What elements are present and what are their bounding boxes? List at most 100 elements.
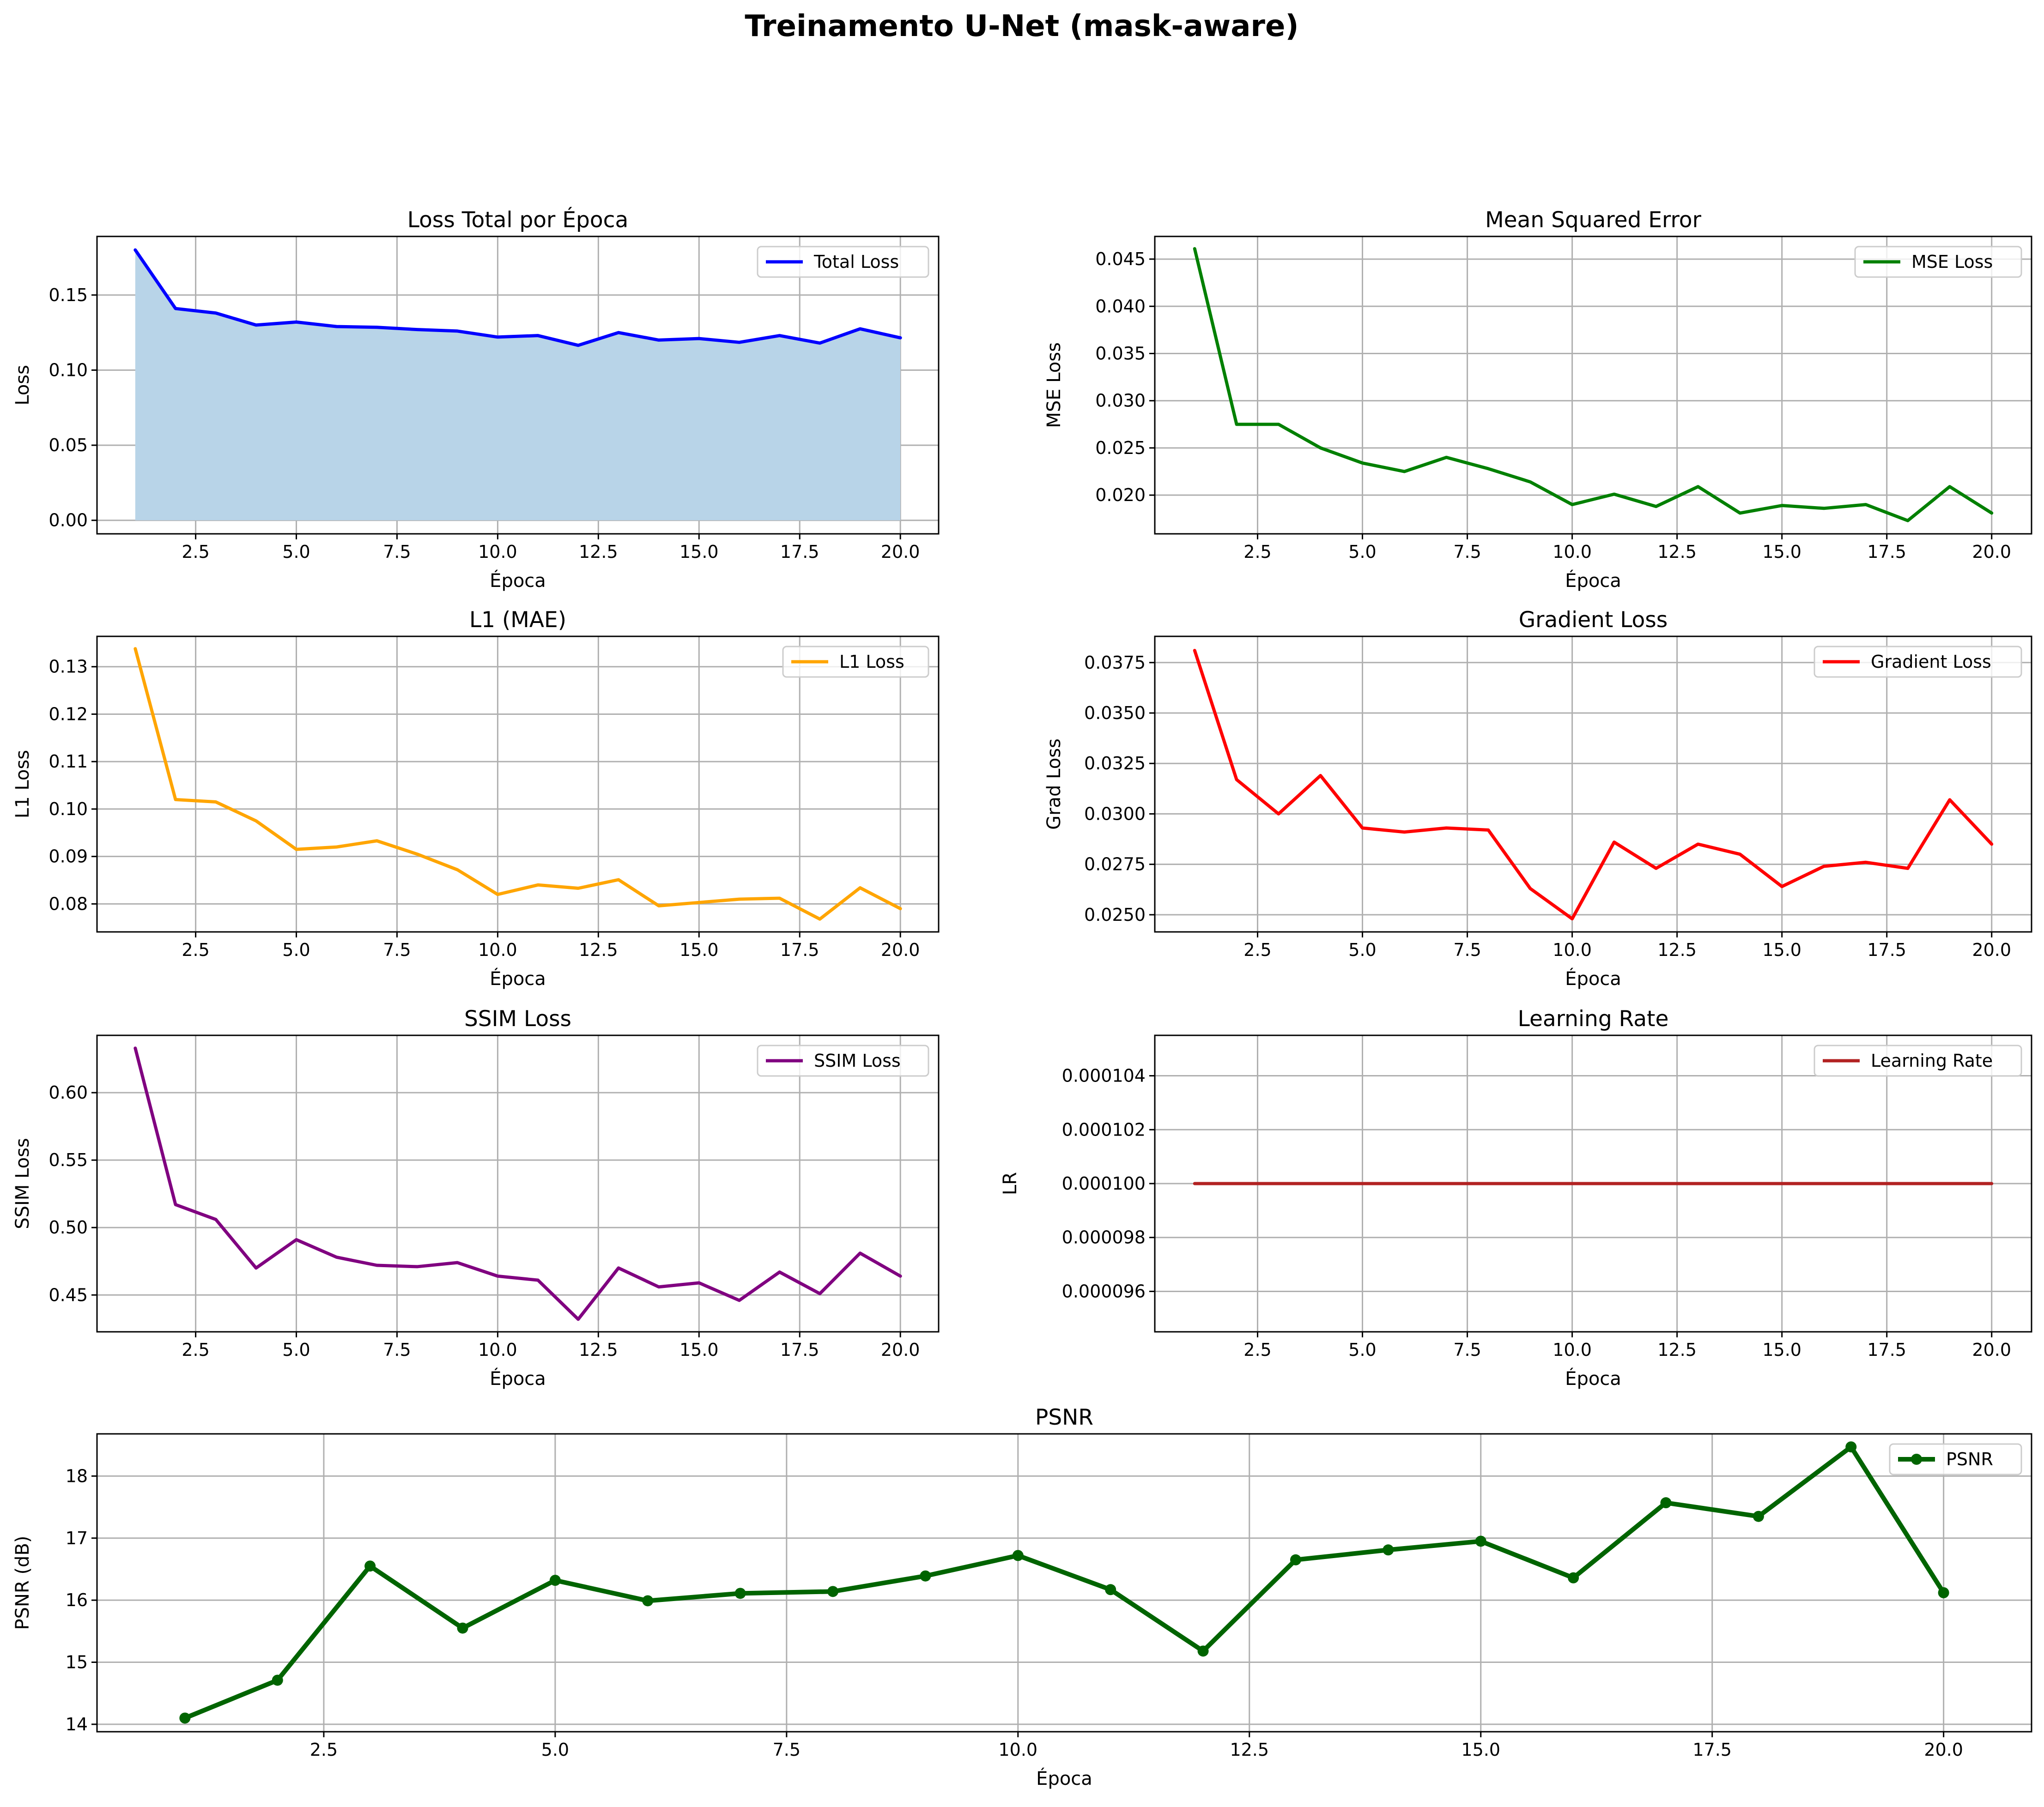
x-tick-label: 17.5	[1867, 542, 1906, 562]
x-tick-label: 2.5	[1243, 542, 1271, 562]
y-tick-label: 0.000100	[1062, 1173, 1146, 1194]
axes-frame	[96, 1433, 2032, 1733]
x-tick-label: 17.5	[1867, 940, 1906, 960]
subplot-title: Learning Rate	[1518, 1006, 1669, 1032]
figure-suptitle: Treinamento U-Net (mask-aware)	[745, 9, 1298, 43]
x-tick-label: 2.5	[182, 940, 209, 960]
subplot-title: Loss Total por Época	[407, 207, 629, 233]
x-tick-label: 7.5	[383, 940, 411, 960]
y-tick-label: 0.00	[49, 510, 88, 531]
y-tick-label: 0.025	[1095, 438, 1146, 458]
series-line	[182, 1444, 1946, 1721]
x-axis-label: Época	[1565, 967, 1621, 990]
legend-label: Total Loss	[813, 252, 899, 272]
legend-label: L1 Loss	[839, 652, 904, 672]
legend-marker	[1911, 1454, 1922, 1465]
y-axis-label: L1 Loss	[12, 750, 33, 818]
y-tick-label: 0.55	[49, 1150, 88, 1170]
x-tick-label: 2.5	[182, 542, 209, 562]
x-tick-label: 12.5	[579, 940, 618, 960]
data-point	[734, 1588, 746, 1599]
series-line	[1193, 247, 1994, 522]
subplot-title: L1 (MAE)	[469, 607, 566, 633]
subplot-l1: 2.5 5.0 7.5 10.0 12.5 15.0 17.5 20.0 0.08 0.09 0.1…	[12, 607, 940, 990]
y-tick-label: 0.13	[49, 657, 88, 677]
y-tick-label: 16	[66, 1590, 88, 1610]
x-axis-label: Época	[1036, 1767, 1092, 1789]
subplot-total: 2.5 5.0 7.5 10.0 12.5 15.0 17.5 20.0 0.00 0.05 0.1…	[12, 207, 940, 592]
data-point	[272, 1674, 283, 1686]
legend-box	[1814, 1045, 2022, 1077]
data-point	[549, 1575, 561, 1586]
x-tick-label: 15.0	[1762, 542, 1801, 562]
x-tick-label: 2.5	[1243, 1340, 1271, 1360]
x-tick-label: 15.0	[1762, 940, 1801, 960]
series-line	[133, 647, 902, 921]
legend-box	[757, 1045, 929, 1077]
x-tick-label: 12.5	[1657, 1340, 1697, 1360]
y-tick-label: 0.12	[49, 704, 88, 724]
x-tick-label: 15.0	[1762, 1340, 1801, 1360]
subplot-psnr: 2.5 5.0 7.5 10.0 12.5 15.0 17.5 20.0 14 15 16 17 18 P…	[12, 1405, 2032, 1789]
x-tick-label: 17.5	[1867, 1340, 1906, 1360]
data-point	[1012, 1550, 1024, 1561]
y-tick-label: 0.11	[49, 751, 88, 772]
series-line	[133, 248, 902, 347]
data-point	[1105, 1584, 1116, 1595]
x-axis-label: Época	[490, 1367, 546, 1390]
y-tick-label: 0.15	[49, 285, 88, 305]
data-point	[457, 1622, 468, 1634]
y-tick-label: 0.035	[1095, 344, 1146, 364]
y-axis-label: Grad Loss	[1043, 738, 1065, 830]
legend-box	[757, 246, 929, 278]
x-tick-label: 12.5	[579, 542, 618, 562]
x-tick-label: 5.0	[1348, 1340, 1376, 1360]
axes-frame	[96, 236, 940, 535]
axes-frame	[1154, 635, 2032, 933]
x-tick-label: 20.0	[881, 542, 920, 562]
data-point	[1197, 1645, 1209, 1657]
subplots: 2.5 5.0 7.5 10.0 12.5 15.0 17.5 20.0 0.00 0.05 0.1…	[12, 207, 2032, 1789]
axes-frame	[1154, 236, 2032, 535]
x-tick-label: 15.0	[679, 1340, 719, 1360]
x-tick-label: 2.5	[310, 1740, 338, 1760]
x-tick-label: 10.0	[999, 1740, 1038, 1760]
axes-frame	[96, 1034, 940, 1333]
y-axis-label: LR	[1000, 1172, 1021, 1195]
y-axis-label: PSNR (dB)	[12, 1536, 33, 1630]
data-point	[1845, 1441, 1857, 1453]
y-tick-label: 18	[66, 1466, 88, 1486]
x-tick-label: 7.5	[383, 542, 411, 562]
x-tick-label: 7.5	[1453, 1340, 1481, 1360]
x-tick-label: 5.0	[282, 1340, 310, 1360]
y-tick-label: 0.030	[1095, 391, 1146, 411]
x-tick-label: 7.5	[1453, 542, 1481, 562]
subplot-title: Mean Squared Error	[1485, 207, 1701, 233]
x-tick-label: 15.0	[1461, 1740, 1500, 1760]
x-axis-label: Época	[1565, 1367, 1621, 1390]
x-tick-label: 17.5	[780, 1340, 819, 1360]
legend-box	[782, 646, 929, 678]
x-tick-label: 10.0	[1553, 542, 1592, 562]
data-point	[1660, 1497, 1672, 1509]
y-tick-label: 0.09	[49, 846, 88, 867]
legend-box	[1889, 1443, 2022, 1475]
y-tick-label: 17	[66, 1528, 88, 1548]
y-tick-label: 0.0300	[1084, 804, 1146, 824]
legend: PSNR	[1889, 1443, 2022, 1475]
y-tick-label: 0.000098	[1062, 1227, 1146, 1248]
x-tick-label: 5.0	[282, 940, 310, 960]
x-tick-label: 20.0	[1972, 542, 2011, 562]
y-axis-label: MSE Loss	[1043, 342, 1065, 428]
y-tick-label: 0.60	[49, 1082, 88, 1103]
subplot-ssim: 2.5 5.0 7.5 10.0 12.5 15.0 17.5 20.0 0.45 0.50 0.5…	[12, 1006, 940, 1390]
y-tick-label: 0.000096	[1062, 1281, 1146, 1301]
x-tick-label: 12.5	[1230, 1740, 1269, 1760]
x-tick-label: 20.0	[1924, 1740, 1963, 1760]
x-tick-label: 20.0	[1972, 1340, 2011, 1360]
legend: Learning Rate	[1814, 1045, 2022, 1077]
data-point	[920, 1570, 931, 1582]
x-tick-label: 17.5	[780, 940, 819, 960]
y-tick-label: 0.45	[49, 1285, 88, 1305]
x-tick-label: 17.5	[780, 542, 819, 562]
